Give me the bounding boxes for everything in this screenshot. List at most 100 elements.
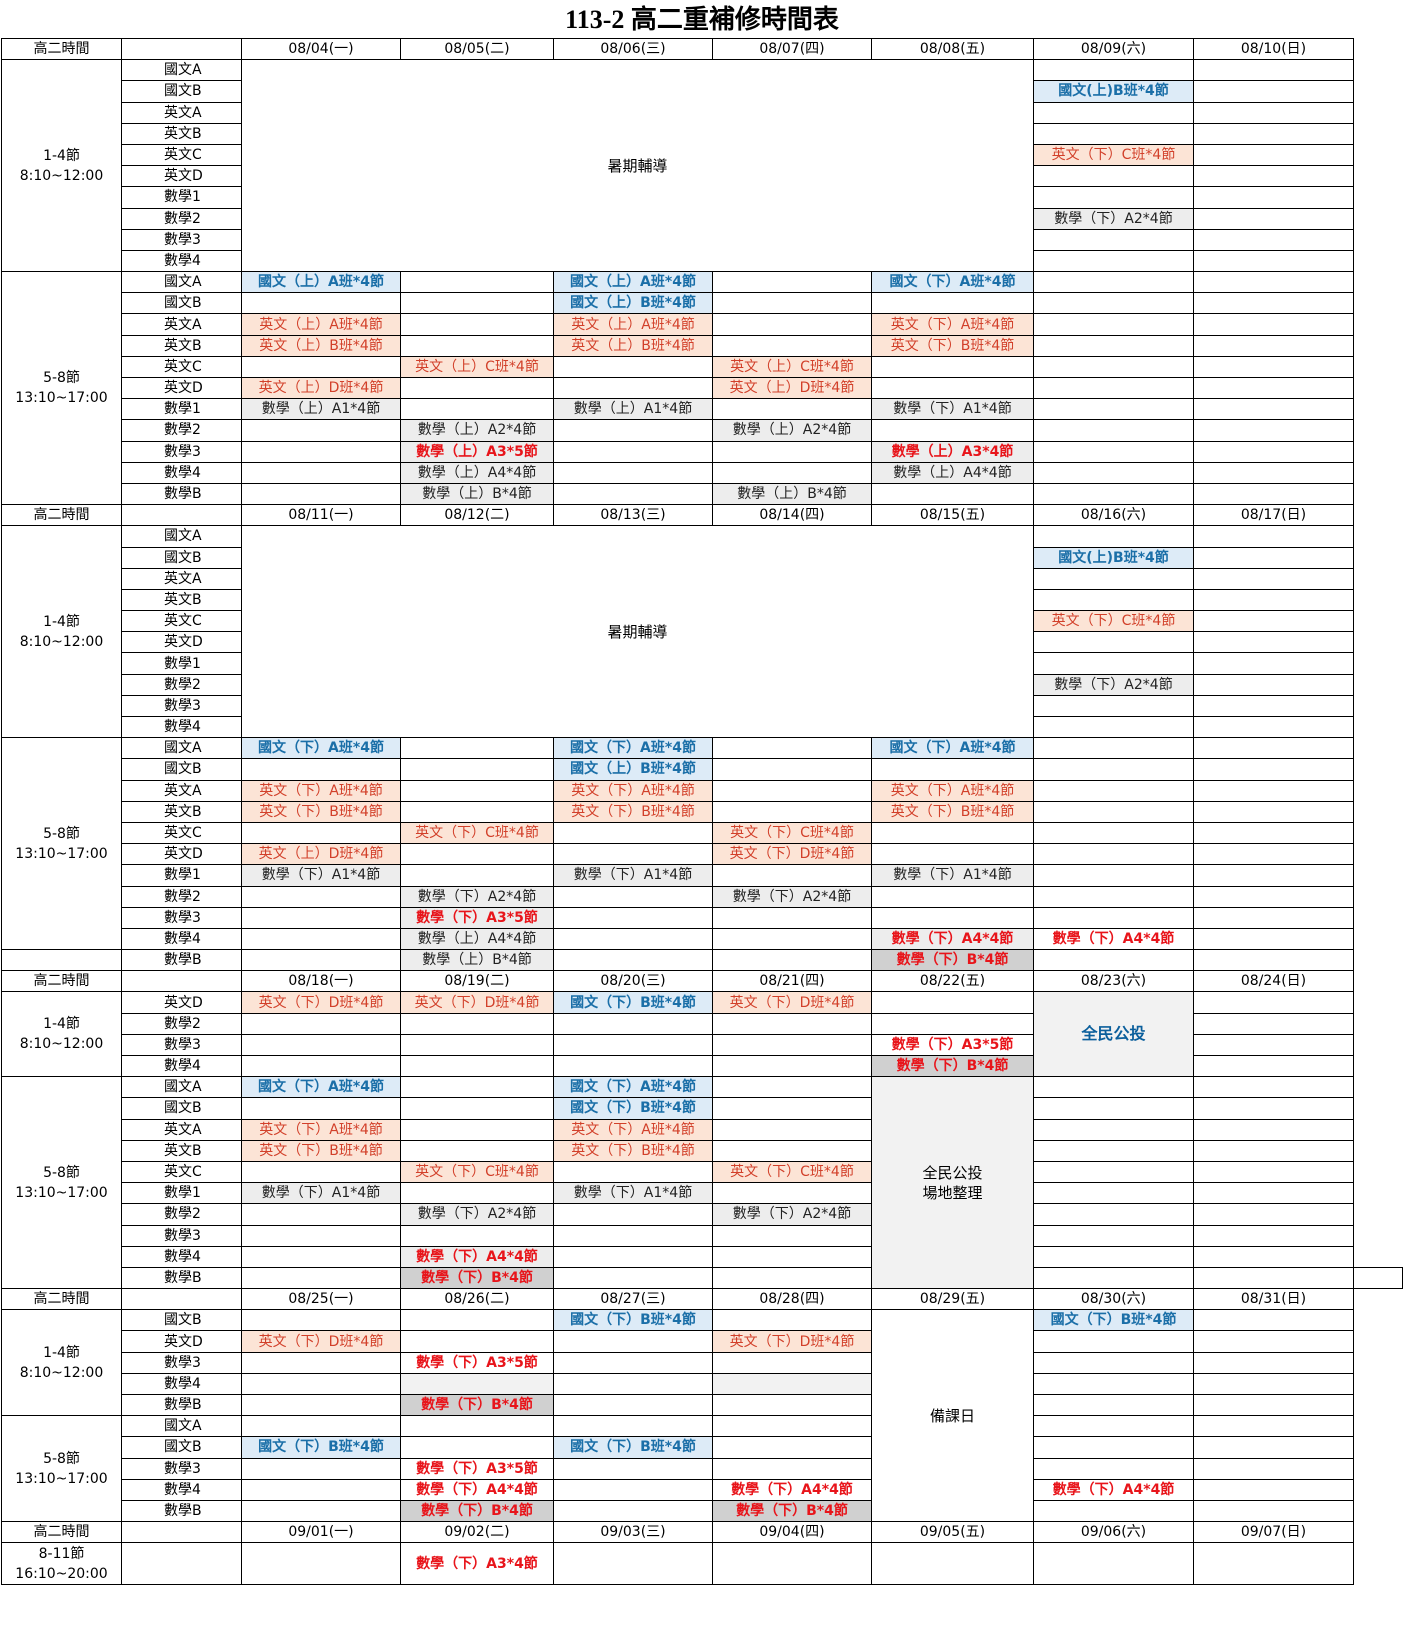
class-session-cell: 國文（上）A班*4節 (241, 271, 401, 294)
schedule-row: 數學1 數學（下）A1*4節 數學（下）A1*4節 數學（下）A1*4節 (2, 864, 1403, 887)
empty-cell (241, 292, 401, 315)
schedule-row: 數學4 (2, 1372, 1403, 1396)
empty-cell (1193, 143, 1354, 167)
empty-cell (241, 1266, 401, 1290)
date-header: 08/21(四) (712, 970, 872, 993)
subject-cell: 數學B (121, 1266, 242, 1290)
subject-cell: 數學3 (121, 694, 242, 718)
subject-cell: 英文C (121, 355, 242, 379)
schedule-row: 數學3 (2, 228, 1403, 251)
schedule-row: 1-4節 8:10~12:00 國文B 國文（下）B班*4節 備課日 國文（下）B班*4節 (1, 1309, 1403, 1523)
empty-cell (712, 737, 872, 760)
empty-cell (1193, 1097, 1354, 1120)
empty-cell (400, 1118, 554, 1141)
empty-cell (1033, 1457, 1194, 1480)
empty-cell (400, 1076, 554, 1099)
schedule-row: 數學2 (2, 1012, 1403, 1035)
empty-cell (871, 758, 1034, 781)
empty-cell (553, 906, 713, 929)
empty-cell (1193, 652, 1354, 675)
empty-cell (712, 313, 872, 336)
class-session-cell: 數學（下）A4*4節 (400, 1245, 554, 1268)
empty-cell (1193, 271, 1354, 294)
empty-cell (241, 1415, 401, 1438)
empty-cell (241, 1203, 401, 1226)
empty-cell (1193, 1033, 1354, 1057)
schedule-row: 英文A 英文（上）A班*4節 英文（上）A班*4節 英文（下）A班*4節 (2, 313, 1403, 336)
class-session-cell: 英文（下）A班*4節 (871, 313, 1034, 336)
date-header: 09/04(四) (712, 1521, 872, 1544)
class-session-cell: 國文（上）A班*4節 (553, 271, 713, 294)
time-slot-label: 1-4節 (43, 613, 80, 630)
subject-cell: 數學3 (121, 1351, 242, 1374)
empty-cell (400, 271, 554, 294)
empty-cell (241, 355, 401, 379)
empty-cell (1033, 101, 1194, 124)
date-header: 08/06(三) (553, 37, 713, 61)
date-header: 09/02(二) (400, 1521, 554, 1544)
empty-cell (871, 906, 1034, 929)
class-session-cell: 數學（下）A2*4節 (400, 1203, 554, 1226)
class-session-cell: 英文（上）D班*4節 (712, 376, 872, 400)
class-session-cell: 數學（下）A1*4節 (553, 864, 713, 887)
empty-cell (712, 271, 872, 294)
date-header: 08/29(五) (871, 1288, 1034, 1311)
class-session-cell: 國文（下）B班*4節 (553, 1309, 713, 1332)
subject-cell: 國文A (121, 59, 242, 82)
subject-cell: 國文B (121, 546, 242, 569)
date-header: 09/03(三) (553, 1521, 713, 1544)
empty-cell (1193, 186, 1354, 209)
schedule-body: 高二時間 08/04(一) 08/05(二) 08/06(三) 08/07(四) 08/0… (1, 37, 1403, 1586)
empty-cell (553, 1372, 713, 1396)
empty-cell (1193, 1393, 1354, 1417)
empty-cell (400, 864, 554, 887)
empty-cell (1033, 376, 1194, 400)
class-session-cell: 數學（下）A1*4節 (241, 1182, 401, 1205)
empty-cell (1193, 864, 1354, 887)
date-header: 08/16(六) (1033, 504, 1194, 527)
empty-cell (1193, 59, 1354, 82)
class-session-cell: 國文（下）B班*4節 (553, 1097, 713, 1120)
date-header: 09/01(一) (241, 1521, 401, 1544)
date-header: 08/05(二) (400, 37, 554, 61)
empty-cell (1033, 800, 1194, 823)
subject-cell: 數學B (121, 1393, 242, 1417)
empty-cell (400, 398, 554, 421)
class-session-cell: 數學（上）A1*4節 (241, 398, 401, 421)
merged-event-label: 場地整理 (922, 1183, 983, 1202)
time-slot-label: 1-4節 (43, 1344, 80, 1361)
subject-header (121, 1521, 242, 1544)
empty-cell (1193, 249, 1354, 273)
empty-cell (1193, 991, 1354, 1014)
empty-cell (712, 1415, 872, 1438)
empty-cell (712, 1076, 872, 1099)
empty-cell (1033, 758, 1194, 781)
empty-cell (712, 1182, 872, 1205)
subject-cell: 英文D (121, 843, 242, 866)
empty-cell (1193, 1076, 1354, 1099)
schedule-row: 數學1 數學（下）A1*4節 數學（下）A1*4節 (2, 1182, 1403, 1205)
time-slot-cell (1, 949, 122, 972)
class-session-cell: 英文（上）A班*4節 (553, 313, 713, 336)
subject-cell: 國文A (121, 1415, 242, 1438)
subject-cell: 英文A (121, 313, 242, 336)
date-header: 08/18(一) (241, 970, 401, 993)
empty-cell (871, 885, 1034, 908)
class-session-cell: 英文（下）D班*4節 (712, 991, 872, 1014)
class-session-cell: 英文（下）B班*4節 (871, 800, 1034, 823)
empty-cell (241, 461, 401, 484)
empty-cell (712, 906, 872, 929)
empty-cell (241, 419, 401, 442)
empty-cell (1193, 355, 1354, 379)
class-session-cell: 數學（下）A2*4節 (1033, 673, 1194, 696)
empty-cell (1193, 1012, 1354, 1035)
class-session-cell: 英文（上）B班*4節 (553, 334, 713, 357)
schedule-row: 國文B 國文（下）B班*4節 國文（下）B班*4節 (2, 1436, 1403, 1459)
schedule-row: 英文C 英文（下）C班*4節 英文（下）C班*4節 (2, 1160, 1403, 1184)
empty-cell (1193, 228, 1354, 251)
empty-cell (241, 1224, 401, 1247)
merged-event-label: 全民公投 (922, 1163, 983, 1182)
empty-cell (553, 1330, 713, 1353)
empty-cell (553, 927, 713, 951)
empty-cell (241, 1097, 401, 1120)
